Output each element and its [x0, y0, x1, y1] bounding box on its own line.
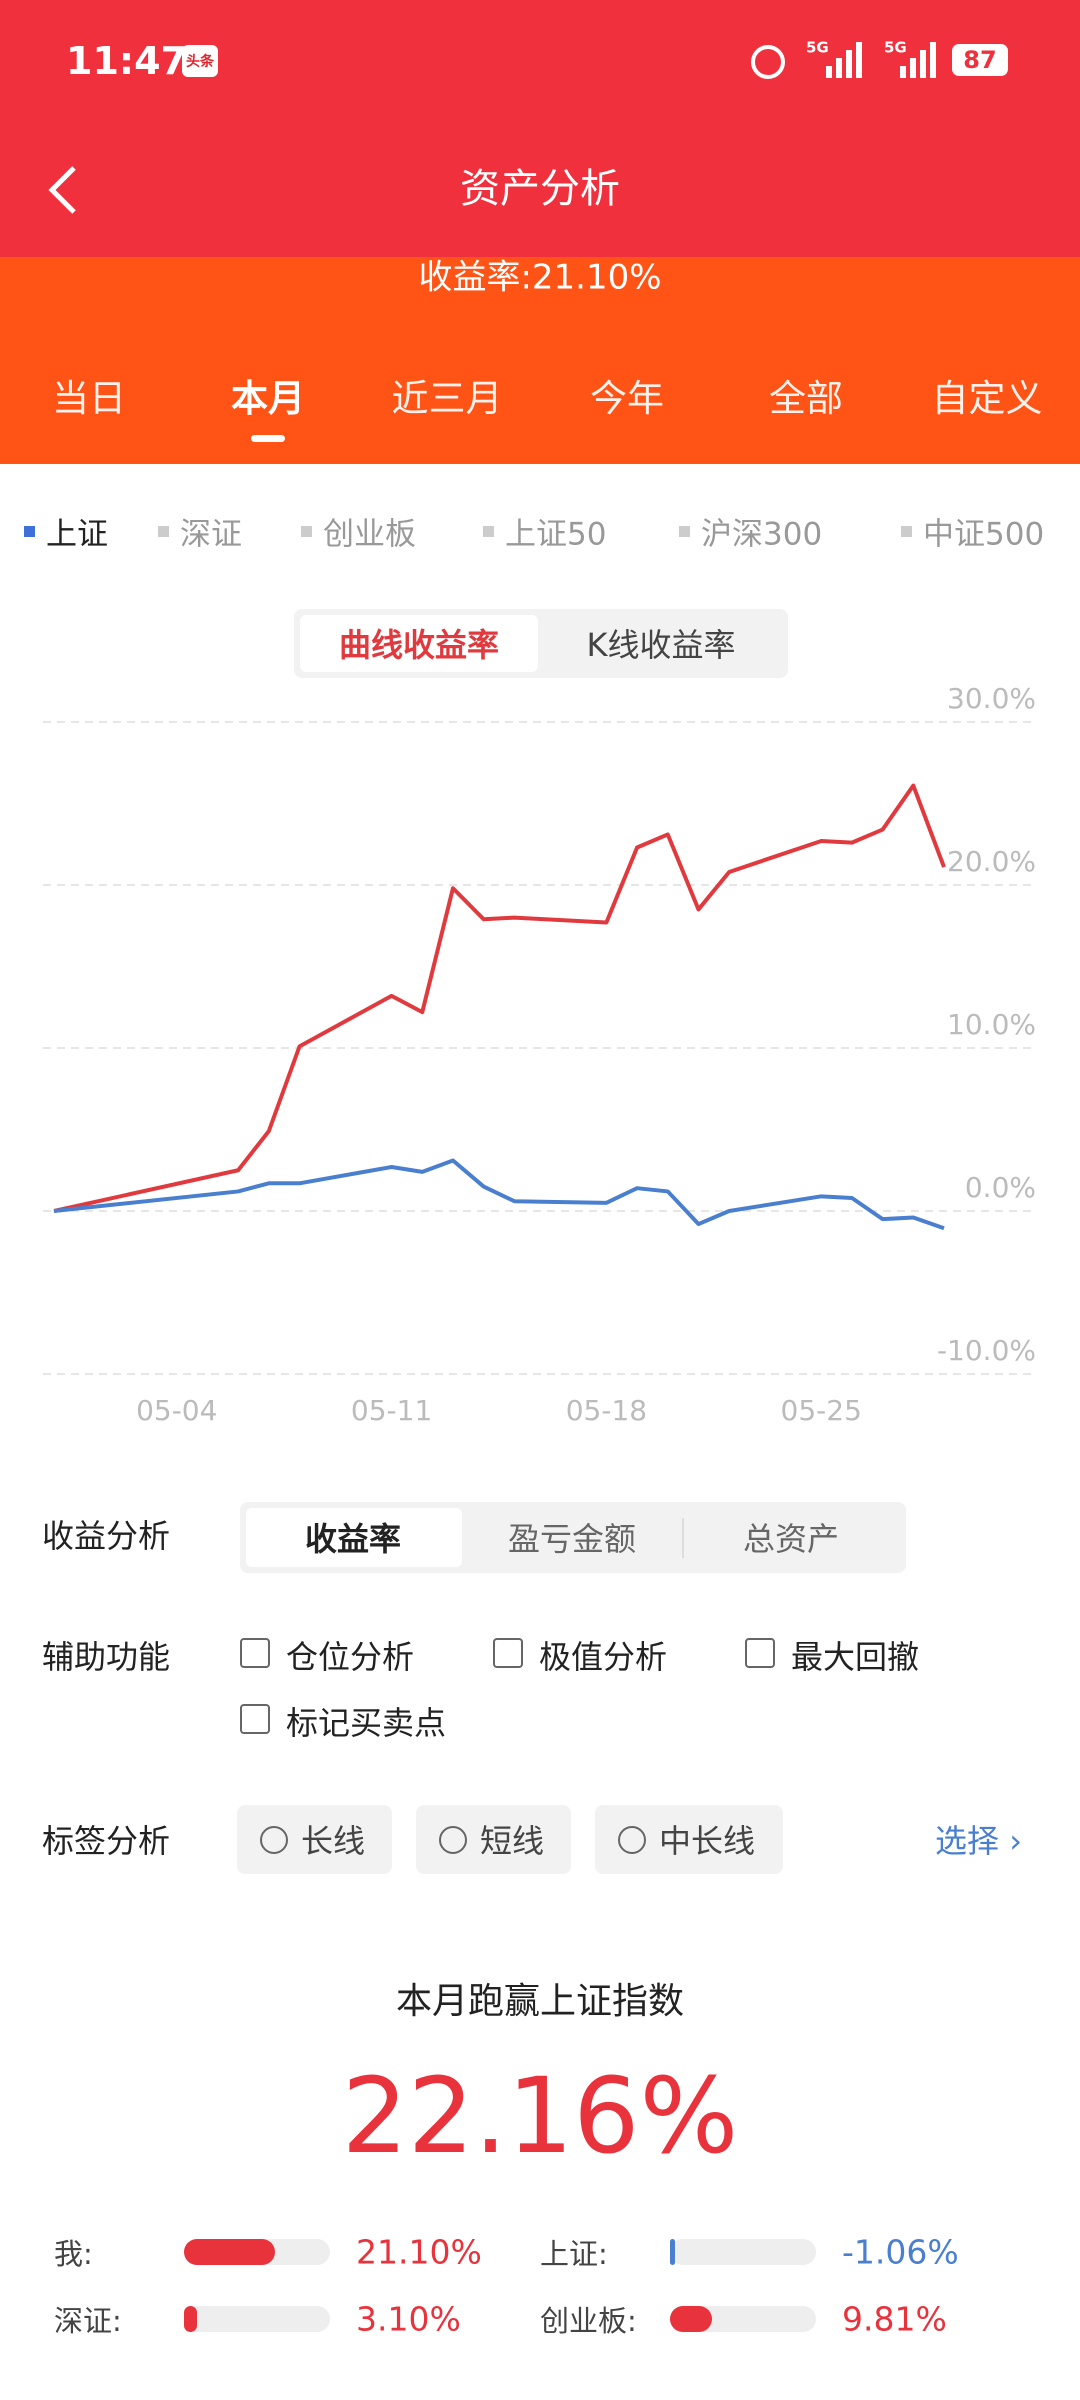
index-marker [158, 526, 169, 537]
period-tab[interactable]: 本月 [231, 377, 305, 420]
period-tab[interactable]: 当日 [52, 377, 126, 420]
row-label: 收益分析 [42, 1517, 171, 1555]
toggle-selected [300, 615, 538, 672]
period-tab[interactable]: 全部 [769, 377, 843, 420]
back-button[interactable] [40, 160, 80, 220]
period-tab[interactable]: 自定义 [931, 377, 1043, 420]
compare-value: 9.81% [842, 2299, 947, 2339]
period-tab[interactable]: 今年 [590, 377, 664, 420]
segment[interactable]: 盈亏金额 [507, 1520, 637, 1558]
checkbox-label[interactable]: 标记买卖点 [286, 1704, 447, 1742]
period-tab[interactable]: 近三月 [391, 377, 503, 420]
compare-label: 深证: [54, 2304, 122, 2338]
battery-level: 87 [963, 46, 996, 74]
checkbox[interactable] [240, 1638, 270, 1668]
index-marker [24, 526, 35, 537]
compare-label: 我: [54, 2237, 93, 2271]
app-icon: 头条 [182, 45, 218, 77]
index-tab[interactable]: 沪深300 [701, 516, 823, 553]
segment[interactable]: 总资产 [742, 1520, 840, 1558]
compare-bar [184, 2239, 275, 2265]
alarm-icon [751, 45, 785, 79]
y-tick-label: -10.0% [937, 1334, 1036, 1367]
index-marker [483, 526, 494, 537]
compare-label: 创业板: [540, 2304, 637, 2338]
index-marker [901, 526, 912, 537]
segment-selected [246, 1508, 462, 1567]
checkbox[interactable] [240, 1704, 270, 1734]
index-tab[interactable]: 上证 [46, 516, 108, 553]
bar-track [670, 2239, 816, 2265]
row-label: 辅助功能 [42, 1638, 171, 1676]
x-tick-label: 05-25 [781, 1394, 862, 1427]
signal-2 [900, 42, 936, 78]
checkbox-label[interactable]: 极值分析 [539, 1638, 668, 1676]
index-marker [301, 526, 312, 537]
battery [952, 44, 1008, 76]
select-link[interactable]: 选择 › [935, 1822, 1022, 1860]
bar-track [184, 2306, 330, 2332]
compare-bar [670, 2239, 675, 2265]
return-summary: 收益率:21.10% [418, 257, 662, 298]
segment[interactable]: 收益率 [304, 1520, 402, 1558]
network-label: 5G [884, 39, 907, 57]
row-label: 标签分析 [42, 1822, 171, 1860]
top-bar [0, 0, 1080, 257]
checkbox[interactable] [745, 1638, 775, 1668]
tag-label[interactable]: 长线 [301, 1822, 366, 1860]
series-line [53, 1158, 945, 1231]
x-tick-label: 05-18 [566, 1394, 647, 1427]
result-value: 22.16% [341, 2055, 739, 2177]
page-title: 资产分析 [460, 166, 620, 212]
network-label: 5G [806, 39, 829, 57]
compare-bar [670, 2306, 713, 2332]
index-tab[interactable]: 创业板 [323, 516, 416, 553]
tab-indicator [251, 435, 285, 442]
radio[interactable] [260, 1826, 288, 1854]
compare-value: 3.10% [356, 2299, 461, 2339]
signal-1 [826, 42, 862, 78]
compare-bar [184, 2306, 198, 2332]
toggle-item[interactable]: 曲线收益率 [338, 626, 500, 664]
divider [682, 1518, 684, 1558]
checkbox-label[interactable]: 最大回撤 [791, 1638, 920, 1676]
x-tick-label: 05-04 [136, 1394, 217, 1427]
x-tick-label: 05-11 [351, 1394, 432, 1427]
checkbox[interactable] [493, 1638, 523, 1668]
compare-label: 上证: [540, 2237, 608, 2271]
chart: 30.0% 20.0% 10.0% 0.0% -10.0% 05-04 05-11 05-18… [43, 682, 1037, 1427]
index-marker [679, 526, 690, 537]
result-title: 本月跑赢上证指数 [395, 1981, 685, 2022]
tag-label[interactable]: 短线 [480, 1822, 545, 1860]
compare-value: -1.06% [842, 2232, 959, 2272]
index-tab[interactable]: 上证50 [505, 516, 607, 553]
status-icons: 5G 5G 87 [751, 39, 1008, 79]
index-tab[interactable]: 中证500 [923, 516, 1045, 553]
tab-band [0, 257, 1080, 464]
y-tick-label: 0.0% [965, 1171, 1036, 1204]
toggle-item[interactable]: K线收益率 [586, 626, 736, 664]
radio[interactable] [618, 1826, 646, 1854]
clock: 11:47 [66, 39, 187, 83]
y-tick-label: 30.0% [947, 682, 1036, 715]
y-tick-label: 20.0% [947, 845, 1036, 878]
radio[interactable] [439, 1826, 467, 1854]
checkbox-label[interactable]: 仓位分析 [286, 1638, 415, 1676]
compare-value: 21.10% [356, 2232, 482, 2272]
y-tick-label: 10.0% [947, 1008, 1036, 1041]
tag-label[interactable]: 中长线 [659, 1822, 756, 1860]
select-text[interactable]: 选择 [935, 1822, 1000, 1860]
index-tab[interactable]: 深证 [180, 516, 242, 553]
series-line [53, 783, 946, 1213]
